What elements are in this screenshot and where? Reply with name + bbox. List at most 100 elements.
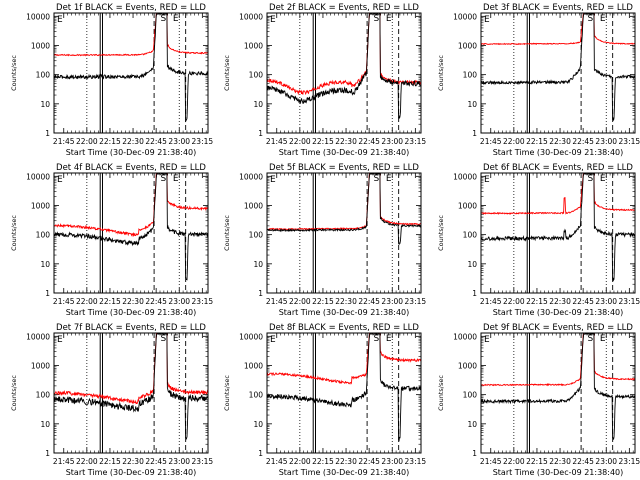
panel-title: Det 8f BLACK = Events, RED = LLD xyxy=(269,323,419,333)
y-tick-label: 1 xyxy=(45,129,50,138)
x-tick-label: 21:45 xyxy=(266,457,288,466)
left-marker-label: E xyxy=(270,15,276,25)
x-tick-label: 21:45 xyxy=(53,137,75,146)
y-tick-label: 1000 xyxy=(458,361,477,370)
x-tick-label: 22:15 xyxy=(99,137,121,146)
x-axis-label: Start Time (30-Dec-09 21:38:40) xyxy=(493,308,624,317)
plot-frame xyxy=(480,332,636,454)
x-tick-label: 22:15 xyxy=(99,457,121,466)
y-tick-label: 1 xyxy=(258,449,263,458)
events-series-line xyxy=(54,13,208,123)
y-tick-label: 10000 xyxy=(239,12,263,21)
y-tick-label: 100 xyxy=(463,231,478,240)
y-tick-label: 1 xyxy=(258,129,263,138)
y-axis-label: Counts/sec xyxy=(223,55,231,91)
y-tick-label: 100 xyxy=(463,391,478,400)
y-tick-label: 1 xyxy=(472,129,477,138)
y-axis-label: Counts/sec xyxy=(437,55,445,91)
y-tick-label: 100 xyxy=(36,71,51,80)
lld-series-line xyxy=(481,173,635,216)
y-tick-label: 10 xyxy=(40,420,50,429)
x-tick-label: 22:30 xyxy=(549,297,571,306)
marker-label-s: S xyxy=(160,174,166,184)
x-tick-label: 22:30 xyxy=(335,457,357,466)
y-tick-label: 10 xyxy=(467,100,477,109)
y-tick-label: 1000 xyxy=(244,201,263,210)
x-tick-label: 22:30 xyxy=(549,137,571,146)
x-tick-label: 23:15 xyxy=(405,457,427,466)
lld-series-line xyxy=(267,333,421,385)
y-tick-label: 1000 xyxy=(31,41,50,50)
y-tick-label: 10 xyxy=(467,420,477,429)
series-group xyxy=(54,173,208,281)
x-tick-label: 23:00 xyxy=(381,137,403,146)
x-tick-label: 21:45 xyxy=(266,297,288,306)
x-tick-label: 23:00 xyxy=(595,137,617,146)
y-tick-label: 1 xyxy=(258,289,263,298)
panel-det-6f: Det 6f BLACK = Events, RED = LLD Counts/s… xyxy=(437,163,640,317)
x-tick-label: 23:15 xyxy=(619,137,640,146)
x-tick-label: 22:30 xyxy=(335,137,357,146)
x-tick-label: 22:15 xyxy=(312,457,334,466)
x-axis-label: Start Time (30-Dec-09 21:38:40) xyxy=(493,148,624,157)
marker-label-s: S xyxy=(373,334,379,344)
y-tick-label: 1 xyxy=(472,449,477,458)
panel-det-9f: Det 9f BLACK = Events, RED = LLD Counts/s… xyxy=(437,323,640,477)
x-tick-label: 22:00 xyxy=(76,137,98,146)
y-tick-label: 100 xyxy=(36,231,51,240)
x-tick-label: 22:00 xyxy=(289,137,311,146)
panel-title: Det 1f BLACK = Events, RED = LLD xyxy=(56,3,206,13)
panel-det-3f: Det 3f BLACK = Events, RED = LLD Counts/s… xyxy=(437,3,640,157)
series-group xyxy=(54,333,208,441)
y-tick-label: 100 xyxy=(249,231,264,240)
x-tick-label: 22:15 xyxy=(99,297,121,306)
panel-det-7f: Det 7f BLACK = Events, RED = LLD Counts/s… xyxy=(10,323,213,477)
panel-title: Det 5f BLACK = Events, RED = LLD xyxy=(269,163,419,173)
left-marker-label: E xyxy=(484,175,490,185)
panel-title: Det 6f BLACK = Events, RED = LLD xyxy=(483,163,633,173)
panel-title: Det 7f BLACK = Events, RED = LLD xyxy=(56,323,206,333)
lld-series-line xyxy=(54,13,208,57)
marker-label-e: E xyxy=(386,334,392,344)
lld-series-line xyxy=(267,13,421,96)
y-tick-label: 1000 xyxy=(458,41,477,50)
y-tick-label: 1000 xyxy=(31,201,50,210)
x-tick-label: 23:00 xyxy=(381,457,403,466)
x-tick-label: 22:45 xyxy=(358,297,380,306)
panel-title: Det 3f BLACK = Events, RED = LLD xyxy=(483,3,633,13)
x-tick-label: 23:00 xyxy=(168,297,190,306)
y-tick-label: 10000 xyxy=(26,172,50,181)
series-group xyxy=(481,173,635,282)
x-tick-label: 21:45 xyxy=(480,137,502,146)
x-tick-label: 21:45 xyxy=(53,297,75,306)
x-tick-label: 21:45 xyxy=(266,137,288,146)
y-tick-label: 100 xyxy=(36,391,51,400)
x-tick-label: 22:15 xyxy=(526,457,548,466)
x-tick-label: 22:45 xyxy=(572,137,594,146)
x-axis-label: Start Time (30-Dec-09 21:38:40) xyxy=(279,308,410,317)
y-tick-label: 10 xyxy=(40,100,50,109)
y-axis-label: Counts/sec xyxy=(223,215,231,251)
lld-series-line xyxy=(54,173,208,238)
y-tick-label: 100 xyxy=(249,71,264,80)
series-group xyxy=(54,13,208,123)
marker-label-e: E xyxy=(386,14,392,24)
plot-frame xyxy=(266,332,422,454)
y-tick-label: 10000 xyxy=(453,12,477,21)
events-series-line xyxy=(54,173,208,281)
panel-det-5f: Det 5f BLACK = Events, RED = LLD Counts/s… xyxy=(223,163,426,317)
x-axis-label: Start Time (30-Dec-09 21:38:40) xyxy=(66,468,197,477)
events-series-line xyxy=(481,13,635,121)
left-marker-label: E xyxy=(484,15,490,25)
x-axis-label: Start Time (30-Dec-09 21:38:40) xyxy=(493,468,624,477)
y-tick-label: 1 xyxy=(45,449,50,458)
x-tick-label: 22:45 xyxy=(145,137,167,146)
series-group xyxy=(267,173,421,246)
left-marker-label: E xyxy=(270,335,276,345)
x-tick-label: 22:30 xyxy=(122,297,144,306)
lld-series-line xyxy=(481,13,635,46)
y-tick-label: 10 xyxy=(253,420,263,429)
y-tick-label: 100 xyxy=(249,391,264,400)
left-marker-label: E xyxy=(57,15,63,25)
x-tick-label: 23:15 xyxy=(405,297,427,306)
